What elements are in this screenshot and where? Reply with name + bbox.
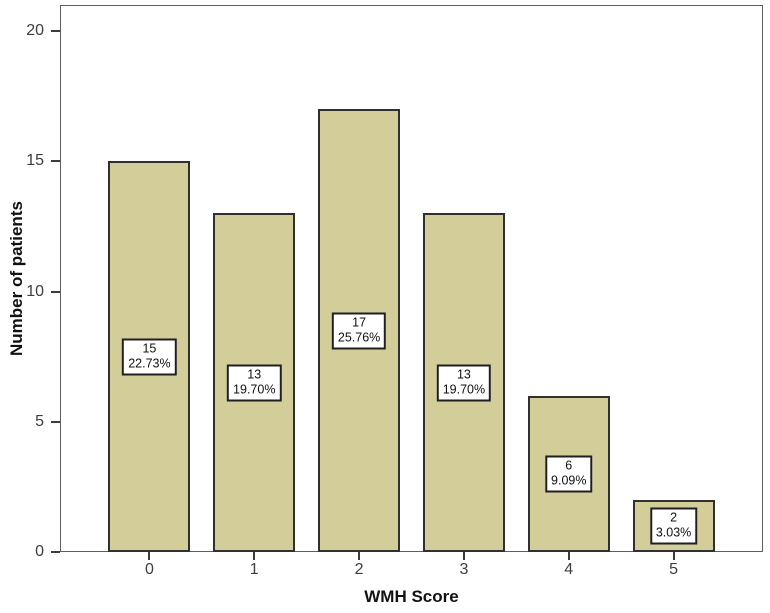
y-axis-tick-label: 15 (26, 152, 44, 170)
y-axis-tick-label: 10 (26, 282, 44, 300)
y-axis-tick-label: 5 (35, 412, 44, 430)
bar-value-label: 17 25.76% (331, 312, 387, 350)
x-axis-tick-mark (253, 552, 256, 560)
bar-count-label: 6 (565, 458, 573, 473)
y-axis-tick-mark (51, 30, 60, 33)
bar-percent-label: 19.70% (233, 382, 276, 397)
x-axis-tick-label: 1 (249, 561, 259, 578)
bar-percent-label: 9.09% (551, 473, 587, 488)
bar-count-label: 13 (247, 367, 262, 382)
y-axis-tick-mark (51, 551, 60, 553)
x-axis-tick-mark (672, 552, 675, 560)
x-axis-tick-label: 0 (144, 561, 154, 578)
x-axis-tick-label: 2 (354, 561, 364, 578)
x-axis-tick-mark (567, 552, 570, 560)
bar-value-label: 15 22.73% (122, 338, 177, 376)
x-axis-tick-label: 5 (669, 561, 679, 578)
x-axis-tick-mark (358, 552, 361, 560)
bar-value-label: 13 19.70% (436, 364, 492, 402)
bar-value-label: 13 19.70% (227, 364, 282, 402)
bar-percent-label: 19.70% (442, 382, 486, 397)
bar-count-label: 17 (352, 315, 367, 330)
bar-percent-label: 25.76% (337, 330, 381, 345)
bar-count-label: 13 (456, 367, 471, 382)
bar-percent-label: 3.03% (655, 525, 692, 540)
bar-value-label: 2 3.03% (649, 507, 698, 545)
bar-percent-label: 22.73% (128, 356, 171, 371)
x-axis-title: WMH Score (364, 587, 459, 606)
x-axis-tick-mark (462, 552, 465, 560)
y-axis-tick-label: 0 (35, 543, 44, 560)
y-axis-title: Number of patients (7, 201, 26, 356)
bar-value-label: 6 9.09% (545, 455, 593, 493)
y-axis-tick-mark (51, 420, 60, 423)
bar-count-label: 2 (670, 510, 678, 525)
y-axis-tick-label: 20 (26, 22, 44, 40)
x-axis-tick-mark (148, 552, 151, 560)
y-axis-tick-mark (51, 290, 60, 293)
x-axis-tick-label: 4 (564, 561, 574, 578)
x-axis-tick-label: 3 (459, 561, 469, 578)
bar-count-label: 15 (142, 341, 157, 356)
y-axis-tick-mark (51, 160, 60, 163)
